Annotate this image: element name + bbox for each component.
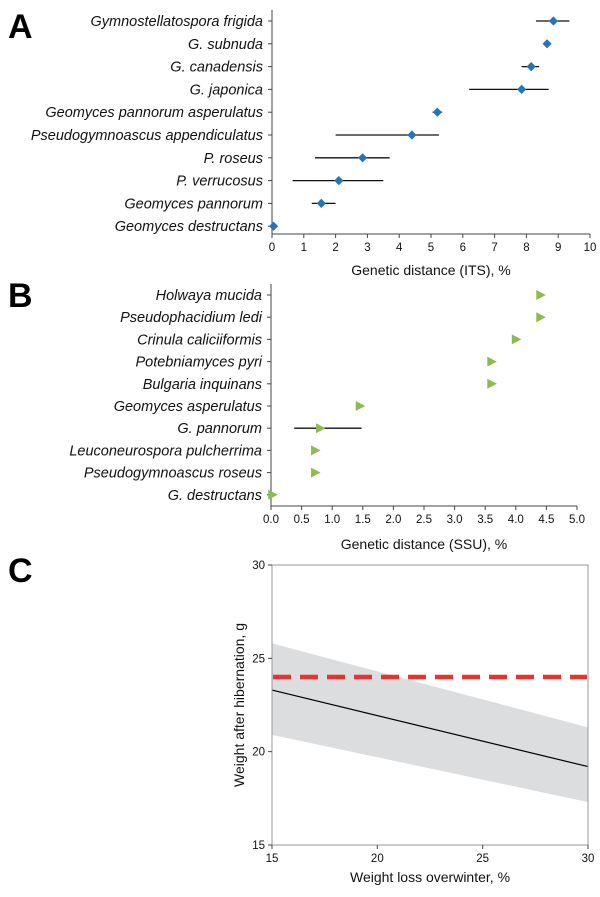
panel-b-x-tick-label: 2.0	[385, 514, 401, 526]
marker-pseudophacidium-ledi	[536, 312, 546, 323]
species-label-p-roseus: P. roseus	[204, 151, 263, 167]
marker-leuconeurospora-pulcherrima	[311, 445, 321, 456]
species-label-geomyces-destructans: Geomyces destructans	[115, 219, 263, 235]
panel-b-x-tick-label: 3.0	[447, 514, 463, 526]
marker-gymnostellatospora-frigida	[548, 16, 559, 26]
panel-c-x-tick-label: 25	[476, 853, 489, 865]
marker-p-roseus	[358, 153, 368, 163]
marker-g-canadensis	[526, 62, 536, 72]
panel-b-x-tick-label: 4.0	[508, 514, 524, 526]
species-label-geomyces-pannorum-asperulatus: Geomyces pannorum asperulatus	[45, 105, 263, 121]
species-label-geomyces-pannorum: Geomyces pannorum	[124, 196, 263, 212]
marker-g-pannorum	[315, 423, 326, 434]
panel-a-x-tick-label: 4	[396, 242, 403, 254]
panel-b-x-tick-label: 1.0	[324, 514, 340, 526]
marker-holwaya-mucida	[536, 290, 546, 300]
panel-c-plot-border	[271, 564, 589, 846]
panel-c-y-tick-label: 30	[252, 560, 265, 572]
panel-b-x-tick-label: 5.0	[569, 514, 585, 526]
species-label-pseudogymnoascus-appendiculatus: Pseudogymnoascus appendiculatus	[31, 128, 263, 144]
panel-a-x-tick-label: 0	[269, 242, 275, 254]
marker-geomyces-pannorum	[316, 198, 326, 208]
marker-g-japonica	[517, 84, 527, 94]
species-label-leuconeurospora-pulcherrima: Leuconeurospora pulcherrima	[69, 443, 262, 459]
species-label-pseudogymnoascus-roseus: Pseudogymnoascus roseus	[84, 466, 262, 482]
panel-a-x-tick-label: 7	[491, 242, 497, 254]
marker-geomyces-destructans	[268, 221, 279, 231]
panel-a-x-axis-title: Genetic distance (ITS), %	[351, 262, 511, 278]
panel-a-x-tick-label: 10	[584, 242, 597, 254]
panel-b-x-tick-label: 4.5	[538, 514, 554, 526]
panel-b-x-tick-label: 0.5	[294, 514, 310, 526]
species-label-potebniamyces-pyri: Potebniamyces pyri	[135, 355, 262, 371]
panel-a-x-tick-label: 9	[555, 242, 561, 254]
panel-b-x-tick-label: 0.0	[263, 514, 279, 526]
species-label-g-subnuda: G. subnuda	[188, 37, 263, 53]
species-label-bulgaria-inquinans: Bulgaria inquinans	[143, 377, 262, 393]
marker-g-destructans	[268, 489, 278, 500]
panel-a-x-tick-label: 2	[332, 242, 338, 254]
panel-a-x-tick-label: 8	[523, 242, 529, 254]
panel-c-y-tick-label: 25	[252, 653, 265, 665]
panel-letter-b: B	[8, 277, 33, 315]
panel-letter-a: A	[8, 8, 33, 46]
panel-c-weight-regression: 15 20 25 30 15 20 25 30 Weight loss overwinter,…	[231, 560, 594, 885]
confidence-band	[272, 643, 588, 803]
panel-b-x-tick-label: 3.5	[477, 514, 493, 526]
species-label-holwaya-mucida: Holwaya mucida	[156, 288, 262, 304]
species-label-geomyces-asperulatus: Geomyces asperulatus	[114, 399, 262, 415]
panel-b-x-tick-label: 1.5	[355, 514, 371, 526]
marker-crinula-caliciiformis	[511, 334, 522, 345]
marker-g-subnuda	[542, 39, 552, 49]
marker-geomyces-asperulatus	[355, 401, 366, 411]
panel-a-x-tick-label: 1	[301, 242, 307, 254]
panel-letter-c: C	[8, 552, 33, 590]
panel-c-x-tick-label: 15	[266, 853, 279, 865]
panel-a-x-tick-label: 5	[428, 242, 434, 254]
species-label-p-verrucosus: P. verrucosus	[176, 174, 263, 190]
marker-bulgaria-inquinans	[487, 378, 497, 389]
panel-b-ssu-distance: 0.0 0.5 1.0 1.5 2.0 2.5 3.0 3.5 4.0 4.5 5.0 Holway…	[69, 284, 585, 552]
marker-p-verrucosus	[334, 176, 344, 186]
marker-pseudogymnoascus-roseus	[311, 467, 321, 478]
marker-pseudogymnoascus-appendiculatus	[407, 130, 417, 140]
species-label-gymnostellatospora-frigida: Gymnostellatospora frigida	[91, 14, 263, 30]
panel-c-x-axis-title: Weight loss overwinter, %	[350, 869, 510, 885]
panel-c-y-axis-title: Weight after hibernation, g	[231, 623, 247, 787]
panel-c-y-tick-label: 20	[252, 747, 265, 759]
panel-a-its-distance: 0 1 2 3 4 5 6 7 8 9 10 Gymnostellatospora frigida G…	[31, 10, 597, 278]
species-label-g-japonica: G. japonica	[190, 82, 263, 98]
panel-c-x-tick-label: 20	[371, 853, 384, 865]
marker-geomyces-pannorum-asperulatus	[432, 107, 442, 117]
panel-a-x-tick-label: 3	[364, 242, 370, 254]
panel-c-y-tick-label: 15	[252, 840, 265, 852]
marker-potebniamyces-pyri	[487, 356, 497, 367]
species-label-crinula-caliciiformis: Crinula caliciiformis	[137, 332, 262, 348]
species-label-g-pannorum: G. pannorum	[177, 421, 262, 437]
regression-line	[271, 689, 589, 768]
panel-b-x-axis-title: Genetic distance (SSU), %	[341, 536, 508, 552]
species-label-pseudophacidium-ledi: Pseudophacidium ledi	[120, 310, 263, 326]
panel-c-x-tick-label: 30	[582, 853, 595, 865]
panel-a-x-tick-label: 6	[460, 242, 466, 254]
panel-b-x-tick-label: 2.5	[416, 514, 432, 526]
species-label-g-destructans: G. destructans	[168, 488, 262, 504]
species-label-g-canadensis: G. canadensis	[170, 60, 263, 76]
